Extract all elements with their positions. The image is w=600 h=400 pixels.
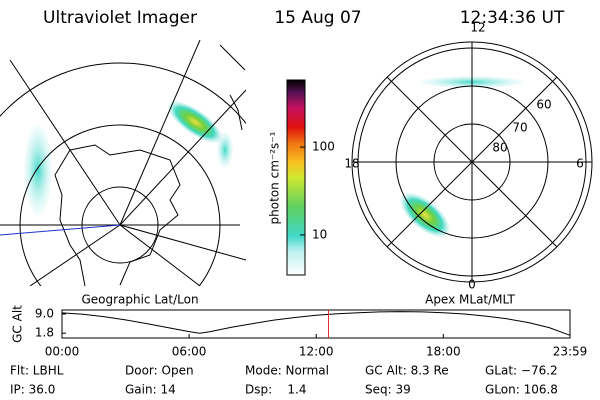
status-field: GLon: 106.8 (485, 383, 558, 397)
polar-grid (351, 41, 593, 283)
aurora (400, 192, 450, 238)
x-tick-label: 06:00 (172, 345, 207, 359)
title: Ultraviolet Imager (43, 8, 197, 28)
y-tick-label: 1.8 (35, 326, 54, 340)
x-tick-label: 23:59 (553, 345, 588, 359)
aurora (217, 132, 233, 168)
status-field: Door: Open (125, 364, 194, 378)
colorbar-tick-label: 100 (312, 140, 335, 154)
lat-lon-grid (0, 40, 246, 286)
aurora (167, 101, 223, 143)
mlt-label: 18 (344, 157, 359, 171)
altitude-plot: 1.8 9.0 00:00 06:00 12:00 18:00 23:59 (35, 307, 587, 359)
time: 12:34:36 UT (460, 8, 565, 28)
status-field: Dsp: 1.4 (245, 383, 307, 397)
status-field: GLat: −76.2 (485, 364, 558, 378)
x-tick-label: 18:00 (426, 345, 461, 359)
status-field: IP: 36.0 (10, 383, 55, 397)
coastline (54, 44, 246, 286)
date: 15 Aug 07 (274, 8, 361, 28)
panel-label: Apex MLat/MLT (425, 293, 515, 307)
colorbar (286, 79, 306, 276)
mlt-label: 6 (576, 157, 584, 171)
altitude-line (61, 311, 571, 336)
y-axis-label: GC Alt (11, 305, 25, 343)
status-field: Gain: 14 (125, 383, 176, 397)
colorbar-tick-label: 10 (312, 227, 327, 241)
x-tick-label: 00:00 (45, 345, 80, 359)
status-field: Flt: LBHL (10, 364, 64, 378)
lat-label: 70 (512, 121, 527, 135)
plot-frame (61, 309, 571, 339)
colorbar-ticks: 10 100 (300, 140, 335, 241)
y-tick-label: 9.0 (35, 307, 54, 321)
status-field: Mode: Normal (245, 364, 329, 378)
mlt-label: 0 (468, 278, 476, 292)
x-tick-label: 12:00 (299, 345, 334, 359)
status-field: GC Alt: 8.3 Re (365, 364, 449, 378)
meridian (0, 224, 121, 236)
apex-image (351, 41, 593, 283)
lat-label: 60 (536, 98, 551, 112)
panel-label: Geographic Lat/Lon (81, 293, 198, 307)
geographic-image (0, 40, 246, 286)
lat-label: 80 (492, 141, 507, 155)
colorbar-label: photon cm⁻²s⁻¹ (268, 131, 282, 224)
status-field: Seq: 39 (365, 383, 411, 397)
mlt-label: 12 (470, 21, 485, 35)
aurora (24, 125, 52, 215)
footer: Flt: LBHL Door: Open Mode: Normal GC Alt: 8… (10, 364, 558, 397)
